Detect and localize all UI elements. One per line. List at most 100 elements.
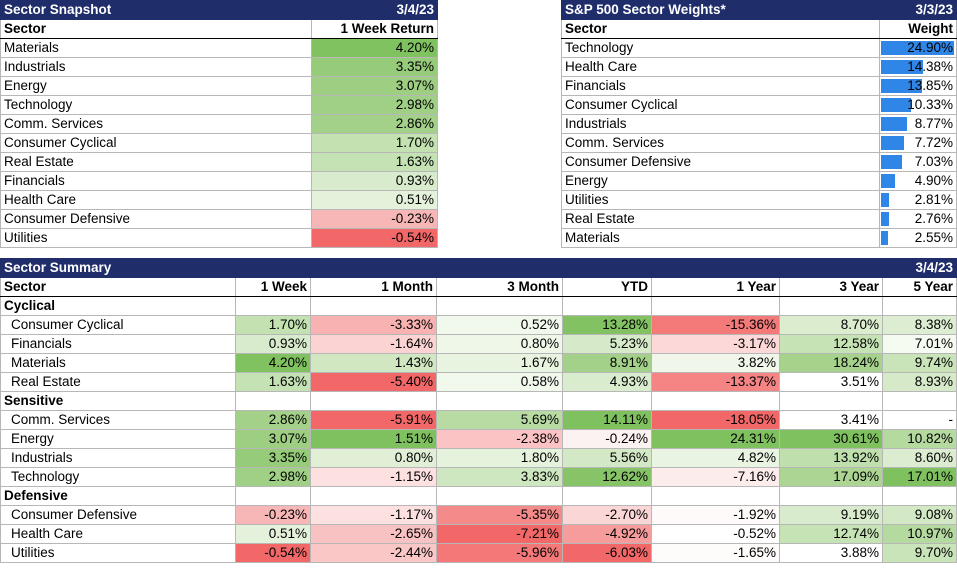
summary-row: Energy 3.07% 1.51% -2.38% -0.24% 24.31% 30.61%… xyxy=(0,429,957,449)
snapshot-sector: Industrials xyxy=(0,57,312,77)
summary-col-header: 3 Year xyxy=(779,277,883,297)
snapshot-row: Materials 4.20% xyxy=(0,38,438,58)
snapshot-return: 2.98% xyxy=(311,95,438,115)
summary-value: 4.93% xyxy=(562,372,652,392)
empty-cell xyxy=(651,391,780,411)
summary-value: 8.60% xyxy=(882,448,957,468)
empty-cell xyxy=(310,486,437,506)
summary-value: 0.93% xyxy=(235,334,311,354)
summary-value: 12.58% xyxy=(779,334,883,354)
weight-bar xyxy=(881,231,889,245)
snapshot-return: 0.51% xyxy=(311,190,438,210)
summary-row: Consumer Defensive -0.23% -1.17% -5.35% -2.7… xyxy=(0,505,957,525)
snapshot-row: Financials 0.93% xyxy=(0,171,438,191)
snapshot-header-row: Sector 1 Week Return xyxy=(0,19,438,39)
snapshot-return: 1.70% xyxy=(311,133,438,153)
weight-value: 13.85% xyxy=(907,78,953,93)
weights-row: Utilities 2.81% xyxy=(561,190,957,210)
empty-cell xyxy=(562,296,652,316)
weights-cell: 10.33% xyxy=(879,95,957,115)
weights-sector: Technology xyxy=(561,38,880,58)
summary-value: 1.51% xyxy=(310,429,437,449)
summary-value: -5.96% xyxy=(436,543,563,563)
summary-col-header: YTD xyxy=(562,277,652,297)
summary-value: 9.74% xyxy=(882,353,957,373)
summary-header-row: Sector 1 Week 1 Month 3 Month YTD 1 Year 3 Yea… xyxy=(0,277,957,297)
summary-col-header: 5 Year xyxy=(882,277,957,297)
weights-row: Health Care 14.38% xyxy=(561,57,957,77)
weights-row: Industrials 8.77% xyxy=(561,114,957,134)
snapshot-date: 3/4/23 xyxy=(311,0,438,20)
summary-value: 3.82% xyxy=(651,353,780,373)
empty-cell xyxy=(436,486,563,506)
empty-cell xyxy=(235,296,311,316)
empty-cell xyxy=(779,486,883,506)
summary-sector: Consumer Cyclical xyxy=(0,315,236,335)
summary-value: 5.23% xyxy=(562,334,652,354)
summary-date: 3/4/23 xyxy=(882,258,957,278)
snapshot-sector: Consumer Defensive xyxy=(0,209,312,229)
summary-value: 0.51% xyxy=(235,524,311,544)
summary-value: -1.65% xyxy=(651,543,780,563)
weights-col-sector: Sector xyxy=(561,19,880,39)
weights-cell: 4.90% xyxy=(879,171,957,191)
summary-value: -5.40% xyxy=(310,372,437,392)
snapshot-col-sector: Sector xyxy=(0,19,312,39)
summary-row: Real Estate 1.63% -5.40% 0.58% 4.93% -13.37% 3… xyxy=(0,372,957,392)
weights-cell: 8.77% xyxy=(879,114,957,134)
summary-value: 2.98% xyxy=(235,467,311,487)
summary-value: 1.63% xyxy=(235,372,311,392)
empty-cell xyxy=(235,486,311,506)
empty-cell xyxy=(562,391,652,411)
weight-value: 14.38% xyxy=(907,59,953,74)
weights-cell: 7.03% xyxy=(879,152,957,172)
summary-row: Utilities -0.54% -2.44% -5.96% -6.03% -1.65% 3… xyxy=(0,543,957,563)
summary-value: 12.62% xyxy=(562,467,652,487)
summary-value: -1.15% xyxy=(310,467,437,487)
weight-bar xyxy=(881,174,896,188)
weight-bar xyxy=(881,212,890,226)
summary-sector: Real Estate xyxy=(0,372,236,392)
summary-row: Comm. Services 2.86% -5.91% 5.69% 14.11% -18.… xyxy=(0,410,957,430)
summary-value: 0.52% xyxy=(436,315,563,335)
summary-value: -1.92% xyxy=(651,505,780,525)
snapshot-sector: Technology xyxy=(0,95,312,115)
summary-col-header: 3 Month xyxy=(436,277,563,297)
summary-sector: Health Care xyxy=(0,524,236,544)
summary-title-row: Sector Summary 3/4/23 xyxy=(0,258,957,278)
summary-value: -2.44% xyxy=(310,543,437,563)
snapshot-sector: Financials xyxy=(0,171,312,191)
summary-value: 4.82% xyxy=(651,448,780,468)
summary-value: 2.86% xyxy=(235,410,311,430)
snapshot-title: Sector Snapshot xyxy=(0,0,312,20)
snapshot-row: Consumer Cyclical 1.70% xyxy=(0,133,438,153)
snapshot-sector: Utilities xyxy=(0,228,312,248)
summary-value: -0.54% xyxy=(235,543,311,563)
summary-sector: Materials xyxy=(0,353,236,373)
summary-value: 8.70% xyxy=(779,315,883,335)
weights-sector: Health Care xyxy=(561,57,880,77)
summary-value: 9.19% xyxy=(779,505,883,525)
empty-cell xyxy=(651,296,780,316)
summary-col-header: 1 Month xyxy=(310,277,437,297)
summary-sector: Energy xyxy=(0,429,236,449)
summary-value: -0.24% xyxy=(562,429,652,449)
summary-value: -0.52% xyxy=(651,524,780,544)
weights-sector: Real Estate xyxy=(561,209,880,229)
summary-value: 17.01% xyxy=(882,467,957,487)
sector-snapshot-table: Sector Snapshot 3/4/23 Sector 1 Week Ret… xyxy=(0,0,438,248)
weights-sector: Comm. Services xyxy=(561,133,880,153)
summary-value: 8.93% xyxy=(882,372,957,392)
summary-group-name: Cyclical xyxy=(0,296,236,316)
summary-value: 1.80% xyxy=(436,448,563,468)
summary-value: -5.35% xyxy=(436,505,563,525)
summary-sector: Financials xyxy=(0,334,236,354)
weight-bar xyxy=(881,117,907,131)
weights-row: Real Estate 2.76% xyxy=(561,209,957,229)
empty-cell xyxy=(310,296,437,316)
weights-sector: Energy xyxy=(561,171,880,191)
weight-value: 2.76% xyxy=(914,211,953,226)
summary-value: 3.51% xyxy=(779,372,883,392)
summary-value: 13.28% xyxy=(562,315,652,335)
weight-bar xyxy=(881,155,902,169)
